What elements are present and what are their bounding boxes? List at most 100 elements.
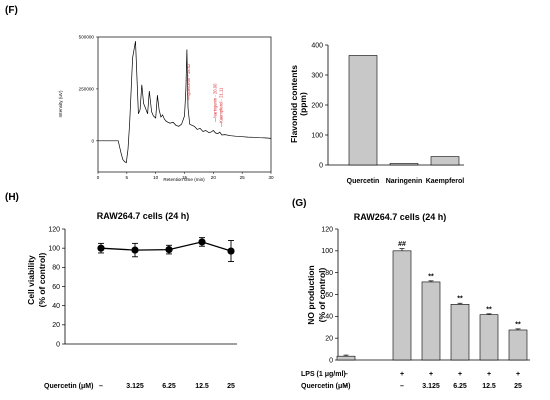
viability-category-label: 25 [227,383,235,390]
no-significance-marker: ** [457,296,463,303]
viability-point [97,244,105,252]
chromatogram-x-tick-label: 30 [268,175,274,180]
no-significance-marker: ** [486,306,492,313]
no-significance-marker: ** [515,321,521,328]
no-lps-value: + [516,371,520,378]
flavonoid-y-ticks: 0 100 200 300 400 [311,42,328,169]
panel-label-h: (H) [5,192,19,203]
viability-point [165,246,173,254]
no-bar [421,281,441,361]
flavonoid-y-tick-label: 300 [311,72,323,79]
chromatogram-x-ticks: 0 5 10 15 20 25 30 [97,172,274,180]
no-lps-value: + [400,371,404,378]
no-treatment-rows: – – + – +3.125 +6.25 +12.5 +25 [344,371,522,390]
flavonoid-y-label: Flavonoid contents [289,65,299,143]
viability-y-label: Cell viability [26,255,36,305]
chromatogram-panel: (F) 0 5 10 15 20 25 30 0 250000 500000 Quercetin… [5,5,274,182]
no-y-tick-label: 120 [321,226,333,233]
viability-quercetin-label: Quercetin (μM) [44,383,93,390]
no-significance-marker: ## [398,241,406,248]
chromatogram-trace [98,41,272,164]
no-quercetin-value: 25 [514,383,522,390]
viability-title: RAW264.7 cells (24 h) [97,211,190,221]
panel-label-g: (G) [292,198,306,209]
no-quercetin-value: 12.5 [482,383,496,390]
no-bar [392,250,412,361]
flavonoid-y-tick-label: 400 [311,42,323,49]
flavonoid-bar-panel: 0 100 200 300 400 Quercetin Naringenin Kaempfe… [289,42,464,185]
chromatogram-x-tick-label: 20 [211,175,217,180]
no-y-label-unit: (% of control) [317,267,327,322]
peak-annotations: Quercetin - 15.42 Naringenin - 20.00 Kaemp… [186,63,224,127]
chromatogram-y-ticks: 0 250000 500000 [79,35,98,143]
flavonoid-bar-kaempferol [430,156,460,166]
viability-y-tick-label: 60 [52,284,60,291]
no-quercetin-value: – [400,383,404,390]
no-y-tick-label: 0 [329,357,333,364]
chromatogram-frame [97,36,272,173]
flavonoid-bar-quercetin [348,55,378,166]
viability-axes [64,229,237,345]
no-lps-value: + [458,371,462,378]
chromatogram-y-tick-label: 250000 [79,86,95,91]
flavonoid-bar-naringenin [389,163,419,166]
chromatogram-x-tick-label: 10 [153,175,159,180]
flavonoid-category-label: Kaempferol [426,178,465,185]
no-quercetin-label: Quercetin (μM) [301,383,350,390]
viability-category-label: – [99,383,103,390]
chromatogram-y-tick-label: 0 [91,138,94,143]
no-y-tick-label: 80 [325,270,333,277]
viability-y-ticks: 0 20 40 60 80 100 120 [48,226,65,348]
no-bar [479,314,499,361]
chromatogram-x-tick-label: 15 [182,175,188,180]
no-y-tick-label: 20 [325,335,333,342]
flavonoid-y-tick-label: 200 [311,102,323,109]
chromatogram-x-tick-label: 5 [126,175,129,180]
viability-point [198,238,206,246]
chromatogram-x-tick-label: 0 [97,175,100,180]
no-y-tick-label: 40 [325,314,333,321]
flavonoid-y-tick-label: 100 [311,132,323,139]
no-title: RAW264.7 cells (24 h) [354,212,447,222]
peak-annotation-label: Quercetin - 15.42 [186,63,191,96]
panel-label-f: (F) [5,5,18,16]
viability-y-label-unit: (% of control) [37,252,47,307]
no-quercetin-value: 3.125 [422,383,440,390]
no-quercetin-value: 6.25 [453,383,467,390]
chromatogram-y-tick-label: 500000 [79,35,95,40]
viability-y-tick-label: 100 [48,245,60,252]
viability-panel: (H) RAW264.7 cells (24 h) 0 20 40 60 80 100 12… [5,192,237,390]
viability-categories: – 3.125 6.25 12.5 25 [99,383,235,390]
no-lps-value: + [429,371,433,378]
no-y-ticks: 0 20 40 60 80 100 120 [321,226,338,364]
viability-points [97,237,235,263]
viability-category-label: 3.125 [126,383,144,390]
no-significance-marker: ** [428,273,434,280]
flavonoid-category-label: Naringenin [386,178,423,185]
chromatogram-y-label: Intensity (uV) [58,90,63,118]
no-quercetin-value: – [344,383,348,390]
no-production-panel: (G) RAW264.7 cells (24 h) 0 20 40 60 80 100 12… [292,198,530,390]
peak-annotation-label: Naringenin - 20.00 [212,83,217,118]
viability-y-tick-label: 20 [52,322,60,329]
flavonoid-category-label: Quercetin [347,178,380,185]
no-y-tick-label: 100 [321,248,333,255]
flavonoid-bars [348,55,460,166]
flavonoid-y-label-unit: (ppm) [298,92,308,116]
no-y-label: NO production [306,265,316,325]
viability-y-tick-label: 120 [48,226,60,233]
viability-category-label: 12.5 [195,383,209,390]
flavonoid-x-labels: Quercetin Naringenin Kaempferol [347,178,465,185]
no-bar [508,329,528,361]
viability-y-tick-label: 40 [52,303,60,310]
viability-point [227,247,235,255]
no-bar [336,355,356,361]
no-y-tick-label: 60 [325,292,333,299]
no-bar [450,304,470,361]
peak-annotation-label: Kaempferol - 21.11 [219,87,224,123]
flavonoid-axes [327,45,464,166]
no-lps-label: LPS (1 μg/ml) [301,371,346,378]
no-lps-value: + [487,371,491,378]
chromatogram-x-tick-label: 25 [240,175,246,180]
